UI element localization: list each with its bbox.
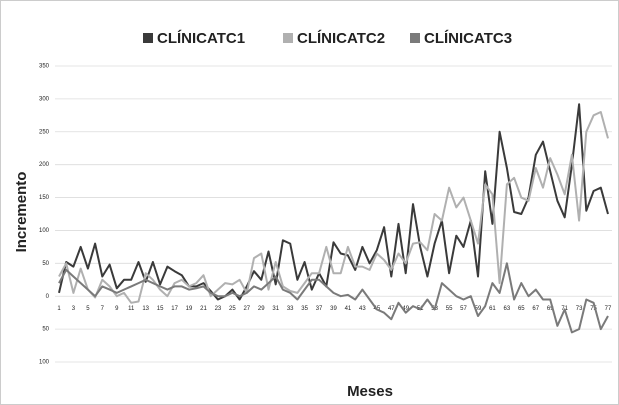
legend-swatch bbox=[143, 33, 153, 43]
x-tick-label: 31 bbox=[272, 306, 279, 312]
x-tick-label: 67 bbox=[532, 306, 539, 312]
x-tick-label: 43 bbox=[359, 306, 366, 312]
legend-swatch bbox=[410, 33, 420, 43]
x-tick-label: 39 bbox=[330, 306, 337, 312]
x-tick-label: 65 bbox=[518, 306, 525, 312]
y-tick-label: 200 bbox=[39, 162, 50, 168]
x-tick-label: 35 bbox=[301, 306, 308, 312]
x-tick-label: 11 bbox=[128, 306, 135, 312]
y-tick-label: 100 bbox=[39, 360, 50, 366]
x-tick-label: 17 bbox=[171, 306, 178, 312]
y-axis-title: Incremento bbox=[13, 172, 30, 253]
series-line bbox=[58, 111, 609, 304]
legend-label: CLÍNICATC3 bbox=[424, 30, 512, 47]
x-tick-label: 21 bbox=[200, 306, 207, 312]
x-tick-label: 59 bbox=[475, 306, 482, 312]
x-tick-label: 23 bbox=[215, 306, 222, 312]
x-tick-label: 61 bbox=[489, 306, 496, 312]
x-tick-label: 7 bbox=[101, 306, 105, 312]
x-tick-label: 49 bbox=[402, 306, 409, 312]
series-line bbox=[58, 262, 609, 334]
y-tick-label: 250 bbox=[39, 129, 50, 135]
x-tick-label: 55 bbox=[446, 306, 453, 312]
x-tick-label: 3 bbox=[72, 306, 76, 312]
legend-label: CLÍNICATC2 bbox=[297, 30, 385, 47]
x-axis-title: Meses bbox=[347, 383, 393, 400]
x-tick-label: 63 bbox=[504, 306, 511, 312]
legend-swatch bbox=[283, 33, 293, 43]
x-tick-label: 15 bbox=[157, 306, 164, 312]
x-tick-label: 5 bbox=[86, 306, 90, 312]
y-tick-label: 150 bbox=[39, 195, 50, 201]
y-tick-label: 0 bbox=[46, 294, 50, 300]
x-tick-label: 37 bbox=[316, 306, 323, 312]
x-tick-label: 1 bbox=[57, 306, 61, 312]
x-tick-label: 69 bbox=[547, 306, 554, 312]
x-tick-label: 13 bbox=[142, 306, 149, 312]
y-tick-label: 100 bbox=[39, 228, 50, 234]
x-tick-label: 29 bbox=[258, 306, 265, 312]
y-tick-label: 350 bbox=[39, 64, 50, 70]
legend-label: CLÍNICATC1 bbox=[157, 30, 245, 47]
x-tick-label: 27 bbox=[243, 306, 250, 312]
series-line bbox=[58, 103, 609, 301]
y-tick-label: 50 bbox=[42, 261, 49, 267]
x-tick-label: 41 bbox=[345, 306, 352, 312]
x-tick-label: 75 bbox=[590, 306, 597, 312]
x-tick-label: 25 bbox=[229, 306, 236, 312]
x-tick-label: 77 bbox=[605, 306, 612, 312]
x-tick-label: 47 bbox=[388, 306, 395, 312]
x-tick-label: 19 bbox=[186, 306, 193, 312]
x-tick-label: 9 bbox=[115, 306, 119, 312]
y-tick-label: 300 bbox=[39, 96, 50, 102]
y-tick-label: 50 bbox=[42, 327, 49, 333]
x-tick-label: 73 bbox=[576, 306, 583, 312]
x-tick-label: 57 bbox=[460, 306, 467, 312]
x-tick-label: 33 bbox=[287, 306, 294, 312]
